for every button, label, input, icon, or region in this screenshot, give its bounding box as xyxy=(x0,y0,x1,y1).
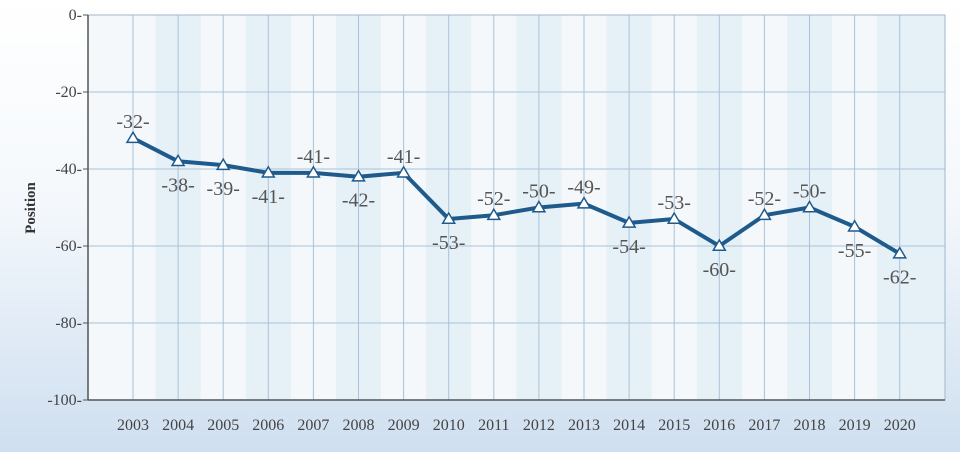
data-label: -62- xyxy=(883,267,916,289)
x-tick-label: 2006 xyxy=(252,417,284,434)
data-point-marker xyxy=(396,165,411,178)
data-point-marker xyxy=(215,157,231,171)
data-point-marker xyxy=(486,207,502,221)
x-tick-label: 2019 xyxy=(839,417,871,434)
x-tick-label: 2017 xyxy=(748,417,780,434)
data-label: -42- xyxy=(342,190,375,212)
data-point-marker xyxy=(621,215,637,228)
data-point-marker xyxy=(306,165,321,178)
data-label: -55- xyxy=(838,240,871,262)
data-point-marker xyxy=(125,130,141,144)
y-tick-label: 0- xyxy=(69,7,82,24)
x-tick-label: 2007 xyxy=(297,417,329,434)
data-point-marker xyxy=(531,200,547,213)
data-point-marker xyxy=(576,196,592,209)
data-label: -41- xyxy=(252,186,285,208)
x-tick-label: 2014 xyxy=(613,417,645,434)
axes xyxy=(87,14,946,401)
plot-bands xyxy=(88,15,945,400)
x-tick-label: 2008 xyxy=(343,417,375,434)
y-tick-label: -60- xyxy=(55,238,82,255)
data-label: -32- xyxy=(116,111,149,133)
data-point-marker xyxy=(441,211,457,224)
x-tick-label: 2012 xyxy=(523,417,555,434)
x-tick-label: 2020 xyxy=(884,417,916,434)
x-tick-label: 2003 xyxy=(117,417,149,434)
x-tick-label: 2015 xyxy=(658,417,690,434)
plot-band xyxy=(88,15,156,400)
data-point-marker xyxy=(260,165,276,178)
data-point-marker xyxy=(847,219,862,232)
data-label: -53- xyxy=(432,232,465,254)
data-label: -38- xyxy=(161,174,194,196)
y-tick-label: -80- xyxy=(55,315,82,332)
data-label: -39- xyxy=(207,178,240,200)
y-tick-labels: 0- -20- -40- -60- -80- -100- xyxy=(47,7,88,409)
data-label: -41- xyxy=(387,146,420,168)
x-tick-label: 2011 xyxy=(478,417,509,434)
data-label: -53- xyxy=(658,192,691,214)
x-tick-label: 2005 xyxy=(207,417,239,434)
x-tick-labels: 2003 2004 2005 2006 2007 2008 2009 2010 2011 2012… xyxy=(117,417,916,434)
data-label: -52- xyxy=(477,188,510,210)
data-point-marker xyxy=(802,200,817,213)
y-axis-label: Position xyxy=(23,182,39,234)
data-label: -41- xyxy=(297,146,330,168)
data-label: -60- xyxy=(703,259,736,281)
grid-lines xyxy=(88,14,945,401)
x-tick-label: 2016 xyxy=(703,417,735,434)
x-tick-label: 2013 xyxy=(568,417,600,434)
data-point-marker xyxy=(711,238,727,251)
data-label: -50- xyxy=(793,181,826,203)
data-point-marker xyxy=(351,169,366,182)
data-label: -49- xyxy=(567,177,600,199)
series-line xyxy=(132,136,901,256)
data-point-marker xyxy=(757,207,772,221)
x-tick-label: 2018 xyxy=(794,417,826,434)
y-tick-label: -20- xyxy=(55,84,82,101)
x-tick-label: 2010 xyxy=(433,417,465,434)
data-label: -50- xyxy=(522,181,555,203)
x-tick-label: 2004 xyxy=(162,417,194,434)
y-tick-label: -40- xyxy=(55,161,82,178)
data-label: -54- xyxy=(612,236,645,258)
data-point-marker xyxy=(170,153,186,167)
data-label: -52- xyxy=(748,188,781,210)
y-tick-label: -100- xyxy=(47,392,82,409)
data-labels: -32- -38- -39- -41- -41- -42- -41- -53- -52- -50-… xyxy=(116,111,916,289)
series-layer xyxy=(125,130,908,259)
data-point-marker xyxy=(666,211,682,224)
data-point-marker xyxy=(892,246,908,259)
x-tick-label: 2009 xyxy=(388,417,420,434)
